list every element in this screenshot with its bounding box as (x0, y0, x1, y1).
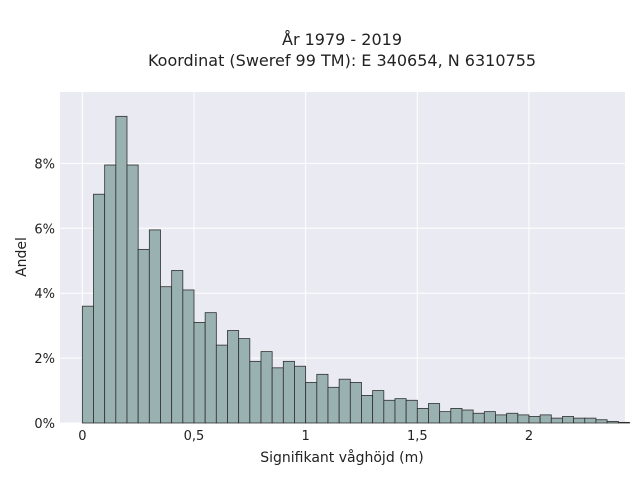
histogram-bar (405, 399, 418, 424)
x-tick-label: 2 (525, 429, 533, 444)
histogram-bar (550, 417, 563, 424)
x-tick-label: 0 (78, 429, 86, 444)
histogram-bar (327, 386, 340, 424)
histogram-bar (271, 367, 284, 424)
histogram-bar (227, 330, 240, 424)
histogram-bar (282, 360, 295, 424)
y-tick-label: 0% (34, 417, 55, 432)
histogram-bar (338, 378, 351, 424)
x-tick-label: 1 (302, 429, 310, 444)
histogram-bar (305, 382, 318, 424)
histogram-bar (215, 344, 228, 424)
histogram-bar (439, 411, 452, 424)
histogram-bar (148, 229, 161, 424)
x-axis-label: Signifikant våghöjd (m) (260, 449, 423, 466)
y-tick-label: 2% (34, 352, 55, 367)
chart-title-line-1: År 1979 - 2019 (282, 30, 402, 49)
histogram-bar (461, 409, 474, 424)
y-tick-label: 8% (34, 157, 55, 172)
histogram-bar (81, 305, 94, 424)
histogram-bar (115, 115, 128, 424)
histogram-bar (104, 164, 117, 424)
histogram-bar (260, 351, 273, 424)
histogram-bar (372, 390, 385, 424)
histogram-bar (93, 193, 106, 424)
histogram-bar (495, 414, 508, 424)
histogram-bar (584, 417, 597, 424)
histogram-bar (394, 398, 407, 424)
histogram-bar (361, 395, 374, 424)
histogram-bar (349, 382, 362, 424)
histogram-bar (160, 286, 173, 424)
y-tick-label: 4% (34, 287, 55, 302)
histogram-bar (472, 412, 485, 424)
histogram-bar (483, 411, 496, 424)
chart-title-line-2: Koordinat (Sweref 99 TM): E 340654, N 63… (148, 51, 536, 70)
histogram-bar (539, 414, 552, 424)
histogram-bar (617, 421, 630, 424)
histogram-bar (294, 365, 307, 424)
histogram-bar (606, 420, 619, 424)
histogram-bar (562, 416, 575, 424)
histogram-bar (506, 412, 519, 424)
histogram-bar (171, 270, 184, 424)
y-tick-label: 6% (34, 222, 55, 237)
histogram-bar (428, 403, 441, 424)
x-tick-labels: 0 0,5 1 1,5 2 (78, 429, 533, 444)
histogram-bar (595, 419, 608, 424)
histogram-bar (316, 373, 329, 424)
histogram-bar (416, 407, 429, 424)
histogram-bar (383, 399, 396, 424)
histogram-bar (204, 312, 217, 424)
histogram-bar (126, 164, 139, 424)
histogram-bar (182, 289, 195, 424)
histogram-bar (193, 322, 206, 424)
bars-layer (81, 115, 630, 424)
histogram-bar (517, 414, 530, 424)
histogram-bar (573, 417, 586, 424)
y-tick-labels: 0% 2% 4% 6% 8% (34, 157, 55, 432)
histogram-bar (450, 407, 463, 424)
x-tick-label: 1,5 (407, 429, 428, 444)
histogram-bar (137, 248, 150, 424)
y-axis-label: Andel (14, 237, 30, 277)
histogram-bar (528, 416, 541, 424)
x-tick-label: 0,5 (184, 429, 205, 444)
histogram-bar (238, 338, 251, 424)
histogram-bar (249, 360, 262, 424)
